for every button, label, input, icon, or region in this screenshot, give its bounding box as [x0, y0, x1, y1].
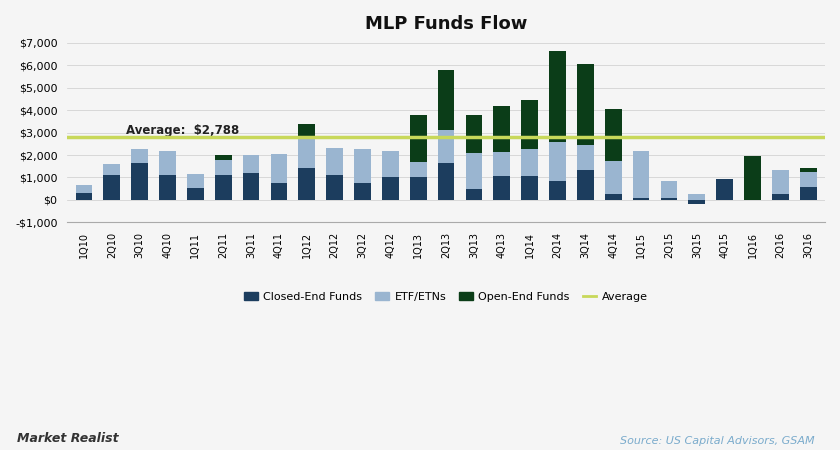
Title: MLP Funds Flow: MLP Funds Flow	[365, 15, 528, 33]
Bar	[159, 175, 176, 200]
Bar	[438, 163, 454, 200]
Bar	[522, 100, 538, 149]
Text: Average:  $2,788: Average: $2,788	[126, 124, 239, 137]
Bar	[298, 168, 315, 200]
Bar	[660, 198, 677, 200]
Bar	[382, 151, 399, 177]
Bar	[660, 181, 677, 198]
Bar	[800, 187, 816, 200]
Legend: Closed-End Funds, ETF/ETNs, Open-End Funds, Average: Closed-End Funds, ETF/ETNs, Open-End Fun…	[240, 288, 653, 306]
Bar	[577, 64, 594, 145]
Bar	[493, 106, 510, 152]
Bar	[131, 163, 148, 200]
Bar	[410, 177, 427, 200]
Bar	[243, 155, 260, 173]
Bar	[326, 175, 343, 200]
Bar	[549, 142, 566, 181]
Bar	[744, 156, 761, 200]
Bar	[465, 189, 482, 200]
Bar	[438, 130, 454, 163]
Bar	[354, 149, 371, 183]
Bar	[689, 194, 706, 200]
Bar	[605, 194, 622, 200]
Bar	[800, 172, 816, 187]
Bar	[103, 175, 120, 200]
Bar	[410, 162, 427, 177]
Bar	[270, 154, 287, 183]
Bar	[800, 168, 816, 172]
Bar	[243, 173, 260, 200]
Bar	[187, 174, 204, 188]
Bar	[577, 170, 594, 200]
Bar	[605, 161, 622, 194]
Bar	[103, 164, 120, 175]
Bar	[438, 70, 454, 130]
Bar	[549, 51, 566, 142]
Bar	[76, 193, 92, 200]
Bar	[493, 152, 510, 176]
Text: Market Realist: Market Realist	[17, 432, 118, 446]
Bar	[76, 185, 92, 193]
Bar	[689, 200, 706, 204]
Bar	[215, 175, 232, 200]
Bar	[465, 153, 482, 189]
Bar	[298, 124, 315, 137]
Bar	[215, 155, 232, 159]
Bar	[717, 179, 733, 200]
Bar	[522, 176, 538, 200]
Bar	[633, 198, 649, 200]
Bar	[215, 159, 232, 175]
Bar	[605, 109, 622, 161]
Bar	[298, 137, 315, 168]
Bar	[326, 148, 343, 175]
Bar	[159, 151, 176, 175]
Bar	[772, 170, 789, 194]
Bar	[633, 151, 649, 198]
Bar	[270, 183, 287, 200]
Bar	[354, 183, 371, 200]
Bar	[549, 181, 566, 200]
Bar	[465, 115, 482, 153]
Text: Source: US Capital Advisors, GSAM: Source: US Capital Advisors, GSAM	[620, 436, 815, 446]
Bar	[522, 149, 538, 176]
Bar	[187, 188, 204, 200]
Bar	[410, 115, 427, 162]
Bar	[772, 194, 789, 200]
Bar	[131, 149, 148, 163]
Bar	[577, 145, 594, 170]
Bar	[382, 177, 399, 200]
Bar	[493, 176, 510, 200]
